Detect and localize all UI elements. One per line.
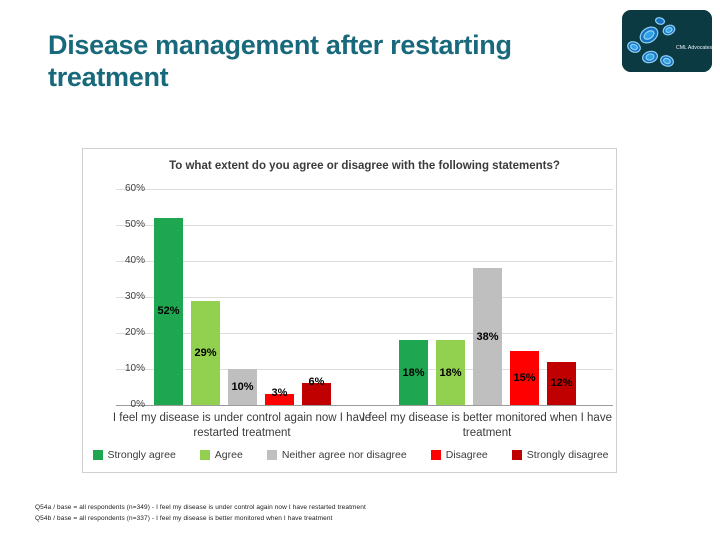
- bar-value-label: 18%: [439, 366, 462, 379]
- cml-advocates-logo: CML Advocates Network: [622, 10, 712, 72]
- bar-value-label: 29%: [194, 346, 217, 359]
- gridline: [116, 261, 613, 262]
- y-tick-label: 40%: [124, 255, 145, 266]
- plot-area: 0% 10% 20% 30% 40% 50% 60% 52% 29% 10% 3% 6% 18% 18% 3…: [116, 183, 613, 410]
- category-label: I feel my disease is better monitored wh…: [362, 412, 612, 439]
- category-label: I feel my disease is under control again…: [112, 412, 372, 439]
- legend-swatch-icon: [92, 450, 103, 460]
- bar: 52%: [154, 217, 183, 405]
- x-axis-line: [116, 405, 613, 406]
- bar: 10%: [228, 369, 257, 405]
- legend-label: Strongly agree: [107, 449, 176, 461]
- page-title: Disease management after restarting trea…: [48, 30, 512, 92]
- y-tick-label: 0%: [130, 399, 145, 410]
- legend-item: Strongly agree: [92, 449, 176, 461]
- y-tick-label: 10%: [124, 363, 145, 374]
- legend-item: Disagree: [430, 449, 488, 461]
- legend-label: Neither agree nor disagree: [281, 449, 407, 461]
- legend: Strongly agree Agree Neither agree nor dis…: [83, 449, 618, 461]
- bar-value-label: 6%: [308, 376, 325, 389]
- footnote-q54b: Q54b / base = all respondents (n=337) - …: [35, 515, 333, 522]
- bar: 6%: [302, 376, 331, 405]
- bar-group: 52% 29% 10% 3% 6%: [154, 217, 331, 405]
- bar-group: 18% 18% 38% 15% 12%: [399, 268, 576, 405]
- legend-item: Neither agree nor disagree: [266, 449, 407, 461]
- cml-cells-graphic: CML Advocates Network: [622, 10, 712, 72]
- bar: 12%: [547, 361, 576, 405]
- bar-value-label: 52%: [157, 305, 180, 318]
- chart: To what extent do you agree or disagree …: [82, 148, 617, 473]
- gridline: [116, 333, 613, 334]
- legend-label: Strongly disagree: [526, 449, 609, 461]
- bar: 29%: [191, 300, 220, 405]
- legend-item: Agree: [199, 449, 243, 461]
- logo-text: CML Advocates Network: [676, 45, 712, 51]
- y-tick-label: 50%: [124, 219, 145, 230]
- footnote-q54a: Q54a / base = all respondents (n=349) - …: [35, 504, 366, 511]
- bar: 15%: [510, 351, 539, 405]
- bar: 18%: [436, 340, 465, 405]
- bar-value-label: 10%: [231, 381, 254, 393]
- y-tick-label: 20%: [124, 327, 145, 338]
- category-axis: I feel my disease is under control again…: [113, 411, 613, 451]
- bar-value-label: 12%: [550, 377, 573, 390]
- gridline: [116, 297, 613, 298]
- legend-swatch-icon: [266, 450, 277, 460]
- bar-value-label: 3%: [271, 387, 288, 400]
- footnotes: Q54a / base = all respondents (n=349) - …: [35, 502, 366, 524]
- bar-value-label: 18%: [402, 366, 425, 379]
- legend-swatch-icon: [430, 450, 441, 460]
- bar: 3%: [265, 387, 294, 405]
- bar: 38%: [473, 268, 502, 405]
- chart-title: To what extent do you agree or disagree …: [169, 160, 560, 172]
- bar: 18%: [399, 340, 428, 405]
- y-tick-label: 60%: [124, 183, 145, 194]
- gridline: [116, 225, 613, 226]
- legend-swatch-icon: [199, 450, 210, 460]
- bar-value-label: 15%: [513, 372, 536, 384]
- y-tick-label: 30%: [124, 291, 145, 302]
- legend-item: Strongly disagree: [511, 449, 609, 461]
- gridline: [116, 189, 613, 190]
- legend-label: Agree: [214, 449, 243, 461]
- gridline: [116, 369, 613, 370]
- legend-swatch-icon: [511, 450, 522, 460]
- legend-label: Disagree: [445, 449, 488, 461]
- bar-value-label: 38%: [476, 330, 499, 343]
